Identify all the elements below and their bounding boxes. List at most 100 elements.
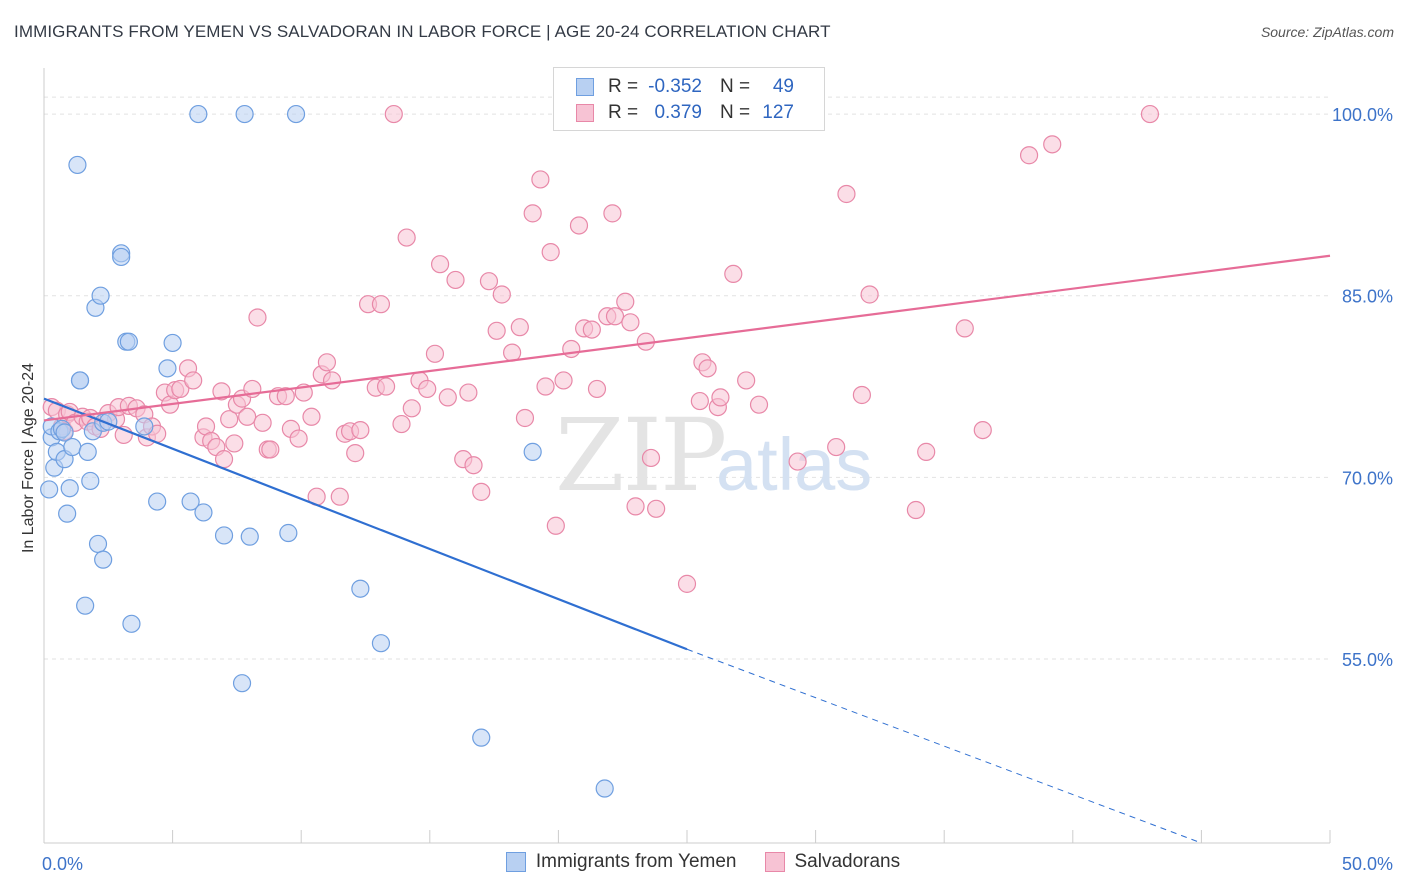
yemen-point — [158, 359, 177, 378]
y-tick-label: 70.0% — [1342, 468, 1393, 488]
salvadoran-point — [212, 382, 231, 401]
yemen-trend-extension — [686, 648, 1202, 844]
salvadoran-point — [402, 399, 421, 418]
yemen-point — [351, 579, 370, 598]
source-label: Source: ZipAtlas.com — [1260, 24, 1394, 40]
salvadoran-point — [906, 500, 926, 520]
yemen-point — [76, 596, 95, 615]
r-value: 0.379 — [654, 102, 702, 123]
yemen-point — [181, 492, 200, 511]
legend-label-salvadorans: Salvadorans — [794, 851, 901, 872]
salvadoran-point — [346, 444, 365, 463]
salvadoran-point — [737, 371, 756, 390]
salvadoran-point — [837, 184, 856, 204]
salvadoran-point — [459, 383, 478, 402]
salvadoran-point — [647, 499, 666, 518]
salvadoran-point — [376, 377, 396, 396]
salvadoran-point — [214, 450, 234, 469]
salvadoran-point — [698, 359, 717, 378]
yemen-point — [122, 614, 141, 633]
r-label: R = — [608, 102, 639, 123]
salvadoran-point — [788, 452, 807, 471]
yemen-point — [279, 523, 298, 543]
salvadoran-point — [464, 456, 483, 475]
salvadoran-point — [322, 371, 342, 390]
n-label: N = — [720, 76, 751, 97]
yemen-point — [81, 471, 100, 491]
salvadoran-point — [220, 410, 239, 429]
salvadoran-point — [641, 448, 661, 468]
salvadoran-point — [603, 204, 622, 223]
salvadoran-point — [541, 243, 560, 262]
series-legend: Immigrants from Yemen Salvadorans — [0, 851, 1406, 873]
data-points — [40, 104, 1160, 798]
yemen-trend-line — [43, 397, 688, 651]
yemen-point — [595, 779, 614, 798]
salvadoran-point — [317, 353, 337, 372]
salvadoran-point — [384, 104, 403, 124]
salvadoran-point — [562, 339, 581, 359]
salvadoran-point — [582, 320, 601, 339]
stats-legend: R = -0.352 N = 49 R = 0.379 N = 127 — [553, 67, 825, 131]
salvadoran-point — [446, 270, 465, 290]
salvadoran-point — [289, 429, 308, 448]
salvadoran-point — [248, 308, 267, 327]
salvadoran-point — [510, 318, 529, 337]
yemen-point — [60, 479, 79, 498]
x-tick-label-max: 50.0% — [1342, 854, 1393, 874]
yemen-point — [58, 504, 77, 523]
grid-lines — [44, 96, 1330, 660]
salvadoran-point — [472, 482, 491, 501]
yemen-point — [63, 437, 82, 457]
salvadoran-point — [261, 440, 280, 459]
n-label: N = — [720, 102, 751, 123]
salvadoran-point — [554, 371, 573, 390]
trend-lines — [43, 254, 1331, 844]
salvadoran-point — [621, 313, 640, 332]
salvadoran-point — [616, 292, 635, 311]
salvadoran-point — [860, 285, 879, 304]
yemen-point — [286, 104, 306, 124]
legend-item-salvadorans[interactable]: Salvadorans — [764, 851, 901, 873]
salvadoran-point — [425, 344, 445, 363]
yemen-point — [148, 492, 167, 511]
salvadoran-point — [503, 343, 522, 362]
n-value: 127 — [762, 102, 794, 123]
salvadoran-point — [487, 321, 506, 340]
salvadoran-point — [430, 255, 450, 274]
salvadoran-point — [690, 391, 709, 411]
salvadoran-trend-line — [43, 254, 1331, 422]
yemen-point — [523, 442, 542, 461]
salvadoran-point — [253, 413, 272, 432]
salvadoran-point — [1043, 135, 1062, 154]
salvadoran-point — [677, 574, 697, 593]
yemen-point — [68, 155, 87, 175]
salvadoran-point — [351, 420, 370, 440]
salvadoran-point — [171, 379, 190, 399]
yemen-point — [91, 286, 110, 305]
yemen-point — [232, 674, 252, 693]
salvadoran-point — [605, 307, 625, 326]
yemen-point — [214, 526, 234, 545]
salvadoran-point — [418, 379, 437, 399]
salvadoran-point — [569, 216, 589, 235]
salvadoran-point — [973, 420, 992, 440]
stats-row-yemen: R = -0.352 N = 49 — [576, 74, 794, 100]
yemen-point — [472, 728, 491, 747]
yemen-point — [94, 550, 113, 569]
salvadoran-point — [711, 388, 730, 407]
salvadoran-point — [587, 379, 607, 399]
salvadoran-point — [1140, 104, 1160, 124]
salvadoran-point — [955, 319, 974, 338]
legend-item-yemen[interactable]: Immigrants from Yemen — [505, 851, 737, 873]
yemen-point — [119, 332, 138, 351]
yemen-point — [40, 480, 59, 499]
yemen-point — [135, 417, 154, 436]
yemen-point — [55, 423, 74, 442]
yemen-point — [112, 247, 131, 267]
watermark-zip: ZIP — [555, 397, 725, 514]
salvadorans-swatch — [576, 104, 594, 122]
salvadoran-point — [827, 437, 846, 457]
yemen-swatch — [576, 78, 594, 96]
